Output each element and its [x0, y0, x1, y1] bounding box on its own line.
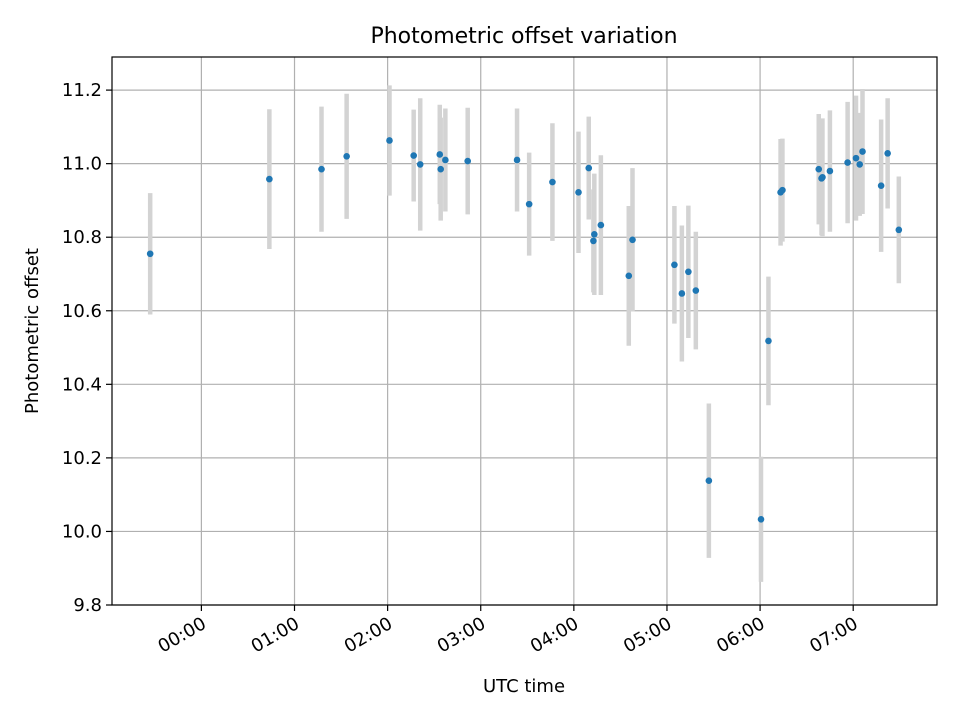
data-point — [852, 154, 860, 162]
data-point — [625, 272, 633, 280]
data-point — [856, 161, 864, 168]
x-axis-ticks: 00:00 01:00 02:00 03:00 04:00 05:00 06:00 07:00 — [154, 605, 862, 657]
data-point — [765, 337, 772, 345]
grid-lines — [112, 57, 937, 606]
x-tick-label: 03:00 — [434, 613, 489, 657]
x-tick-label: 04:00 — [527, 613, 582, 657]
data-point — [815, 165, 823, 173]
data-point — [464, 157, 471, 165]
y-tick-label: 11.0 — [62, 154, 102, 175]
x-axis-title: UTC time — [483, 676, 565, 697]
y-tick-label: 10.8 — [62, 227, 102, 248]
data-point — [859, 148, 866, 155]
data-point — [525, 200, 533, 208]
x-tick-label: 07:00 — [806, 613, 861, 657]
data-point — [585, 164, 593, 172]
data-point — [416, 161, 424, 168]
data-point — [705, 477, 713, 484]
y-axis-title: Photometric offset — [22, 248, 43, 414]
data-point — [671, 261, 678, 269]
y-tick-label: 10.0 — [62, 521, 102, 542]
y-axis-ticks: 9.8 10.0 10.2 10.4 10.6 10.8 11.0 11.2 — [62, 80, 112, 616]
y-tick-label: 10.2 — [62, 448, 102, 469]
data-points — [146, 137, 903, 523]
data-point — [437, 165, 444, 173]
error-bars — [147, 85, 902, 582]
chart-title: Photometric offset variation — [370, 24, 677, 49]
data-point — [386, 137, 393, 144]
data-point — [844, 159, 851, 166]
data-point — [410, 152, 417, 159]
data-point — [692, 287, 700, 294]
x-tick-label: 05:00 — [620, 613, 675, 657]
data-point — [513, 156, 521, 164]
x-tick-label: 06:00 — [713, 613, 768, 657]
data-point — [318, 165, 325, 173]
data-point — [779, 186, 786, 194]
data-point — [826, 167, 834, 175]
data-point — [895, 226, 903, 234]
y-tick-label: 10.6 — [62, 301, 102, 322]
data-point — [343, 153, 350, 160]
y-tick-label: 9.8 — [73, 595, 102, 616]
data-point — [575, 189, 582, 196]
x-tick-label: 01:00 — [248, 613, 303, 657]
y-tick-label: 11.2 — [62, 80, 102, 101]
data-point — [629, 236, 636, 244]
data-point — [685, 268, 692, 276]
data-point — [678, 290, 686, 297]
x-tick-label: 00:00 — [154, 613, 209, 657]
data-point — [266, 175, 273, 183]
data-point — [591, 230, 598, 238]
data-point — [597, 221, 605, 229]
data-point — [819, 173, 826, 181]
data-point — [757, 516, 765, 523]
x-tick-label: 02:00 — [341, 613, 396, 657]
data-point — [877, 182, 885, 190]
data-point — [436, 151, 444, 158]
data-point — [884, 150, 891, 157]
data-point — [146, 250, 154, 258]
data-point — [549, 178, 556, 186]
data-point — [442, 156, 449, 164]
data-point — [590, 237, 597, 245]
y-tick-label: 10.4 — [62, 374, 102, 395]
plot-area-frame — [111, 56, 938, 606]
